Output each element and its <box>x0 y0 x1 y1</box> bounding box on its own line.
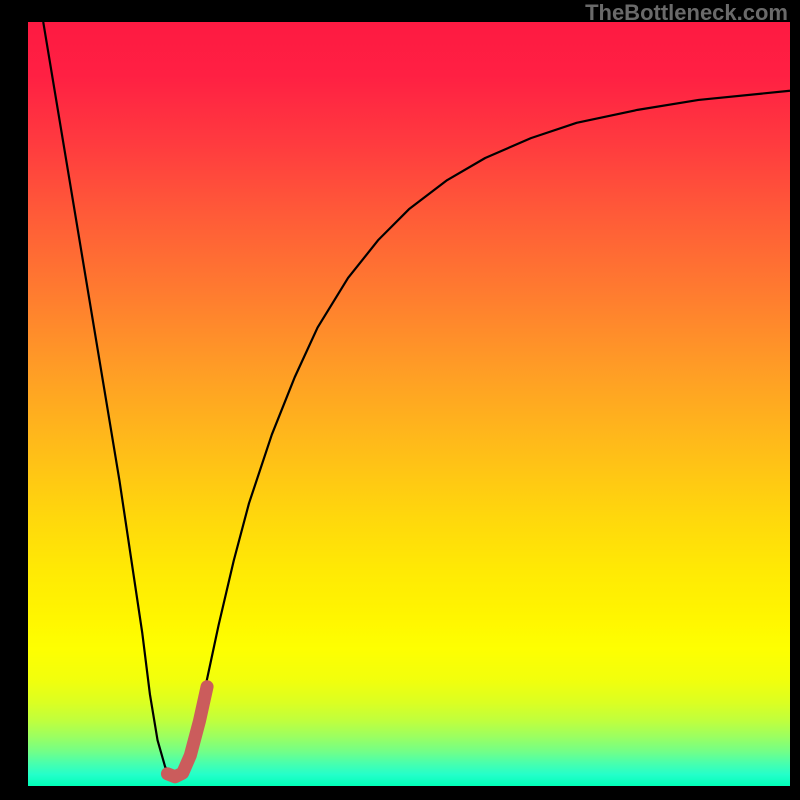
highlight-marker <box>167 687 207 777</box>
chart-svg <box>28 22 790 786</box>
plot-area <box>28 22 790 786</box>
watermark-text: TheBottleneck.com <box>585 0 788 26</box>
bottleneck-curve <box>43 22 790 777</box>
frame-bottom <box>0 786 800 800</box>
frame-left <box>0 0 28 800</box>
frame-right <box>790 0 800 800</box>
